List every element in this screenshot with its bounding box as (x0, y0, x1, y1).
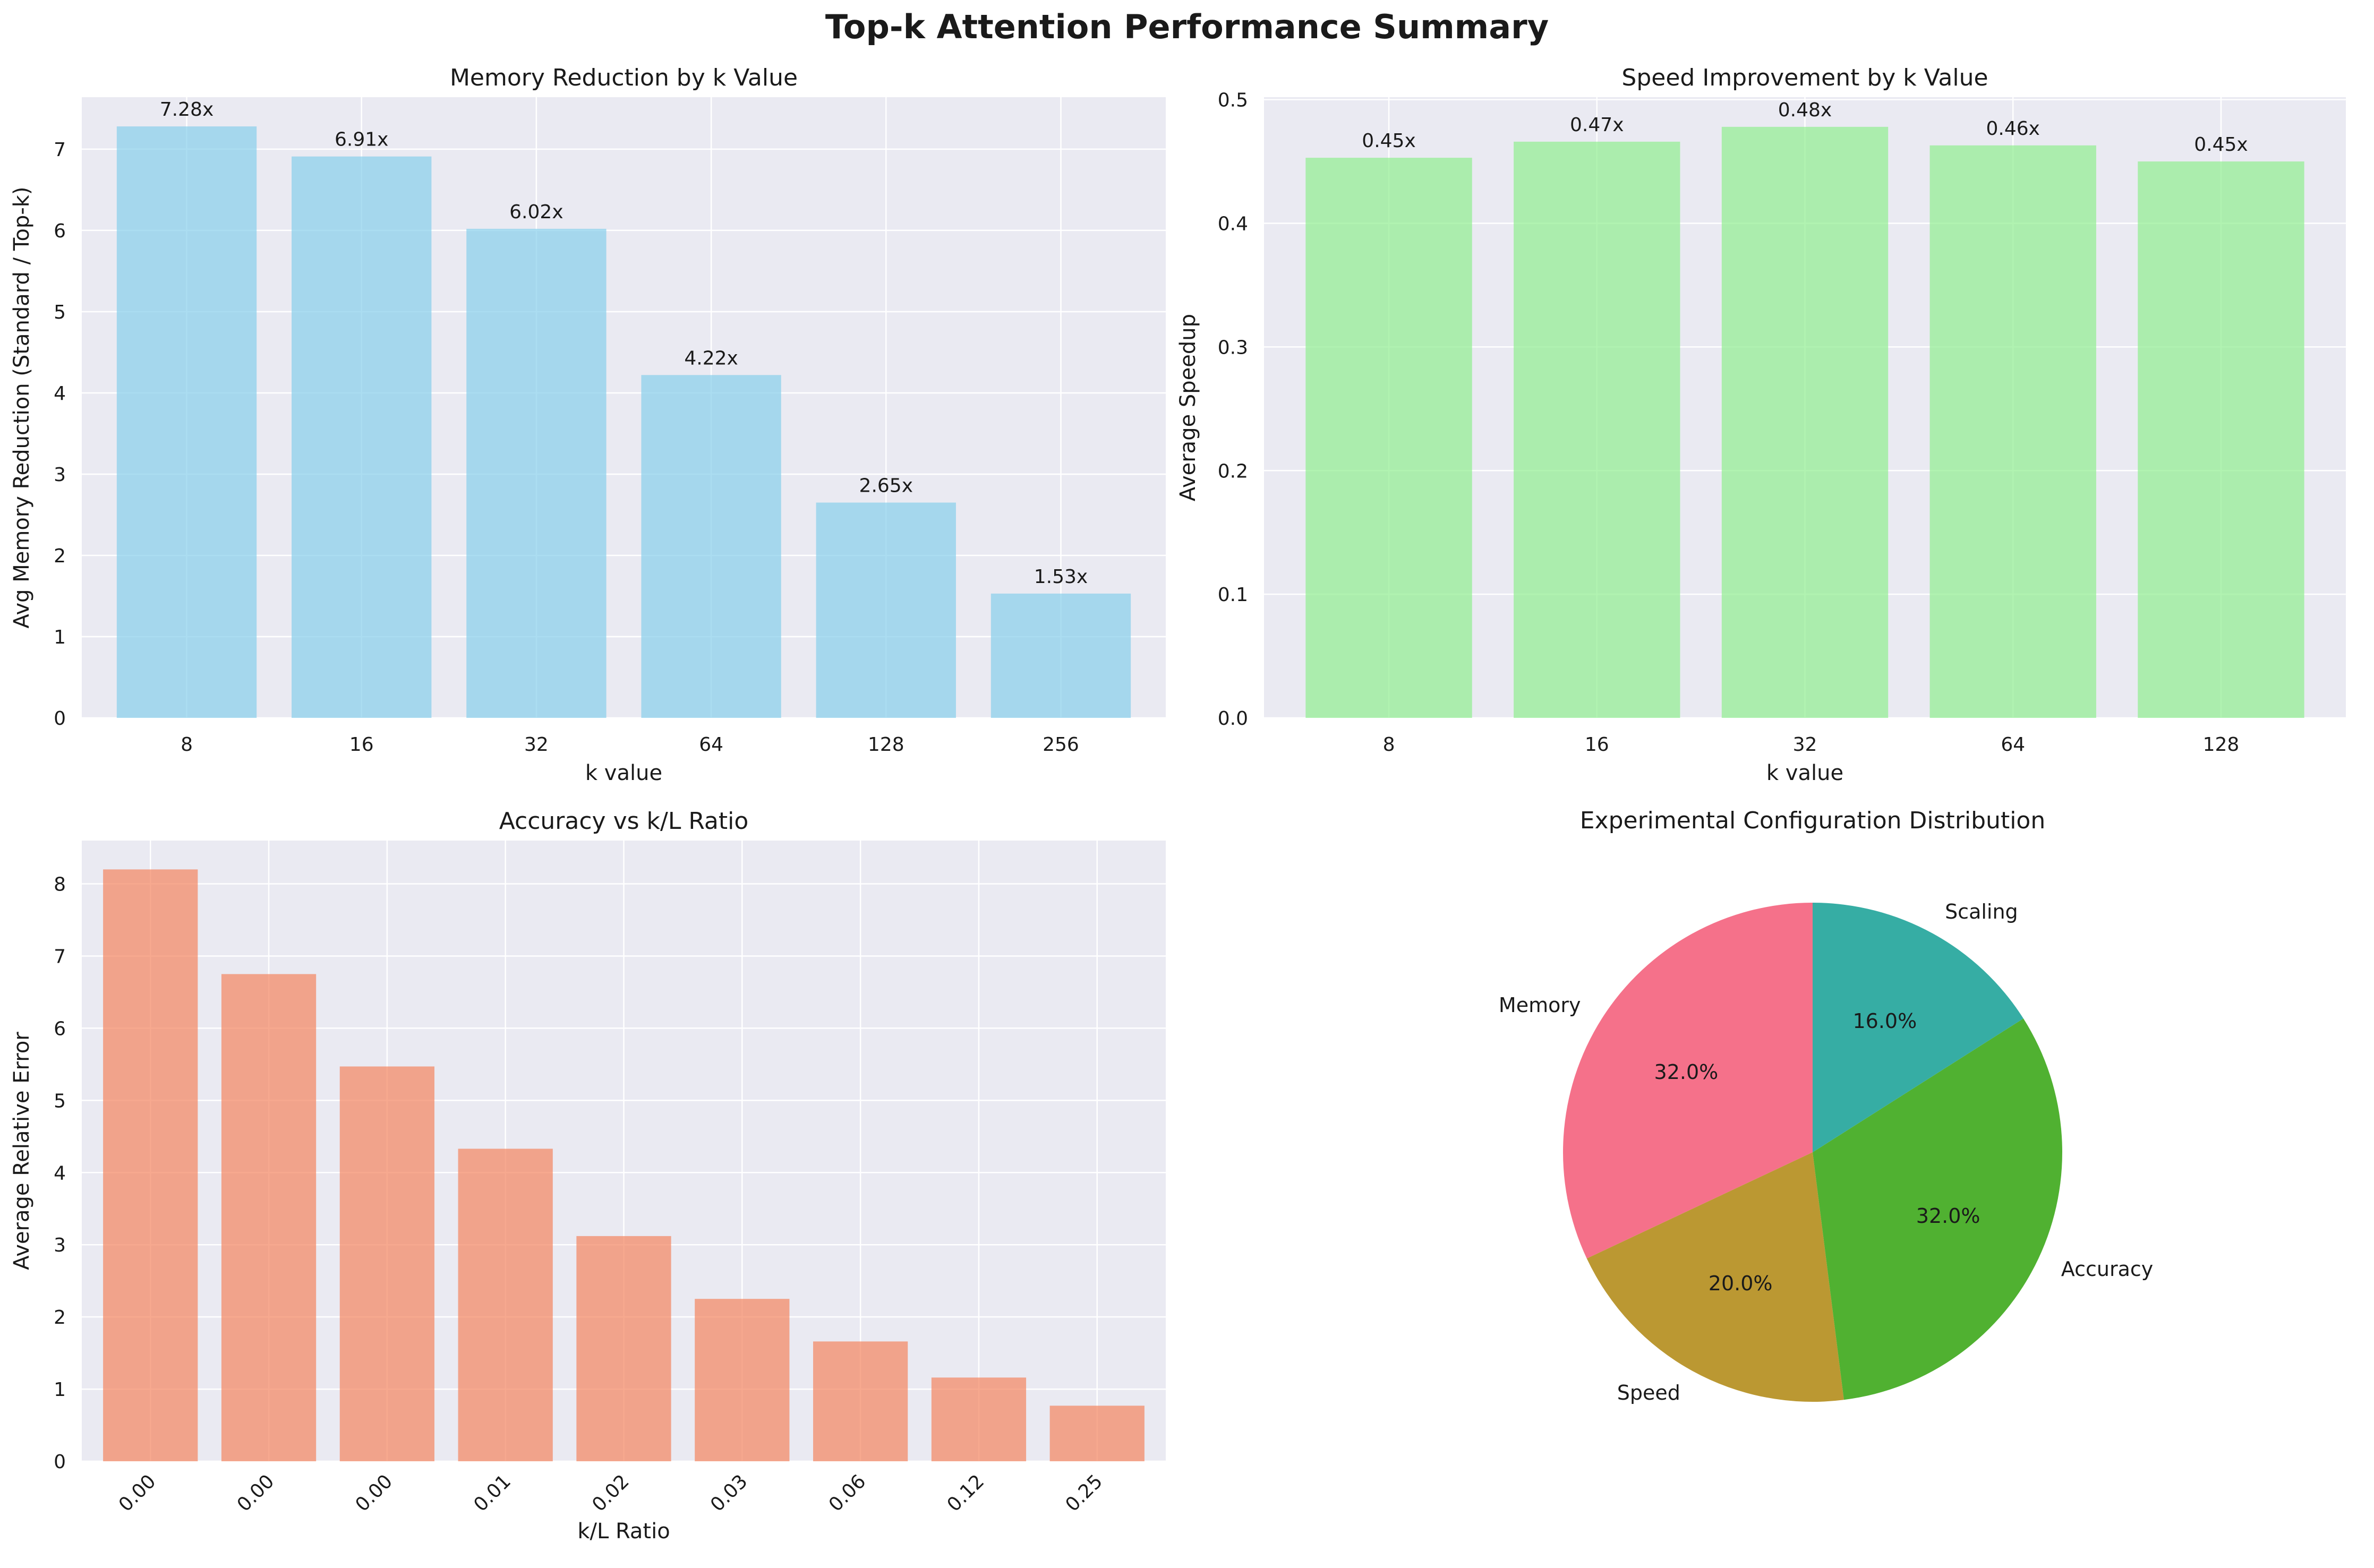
figure-suptitle: Top-k Attention Performance Summary (825, 7, 1549, 46)
speed-bar (2138, 161, 2304, 718)
accuracy-title: Accuracy vs k/L Ratio (499, 808, 749, 835)
accuracy-y-tick-label: 2 (54, 1307, 66, 1329)
speed-y-tick-label: 0.1 (1218, 584, 1248, 606)
pie-percent-label: 32.0% (1916, 1204, 1980, 1228)
memory-x-tick-label: 8 (181, 734, 193, 756)
accuracy-x-axis-label: k/L Ratio (577, 1519, 670, 1544)
speed-bar (1929, 145, 2096, 718)
accuracy-y-tick-label: 4 (54, 1162, 66, 1184)
accuracy-bar (576, 1236, 671, 1461)
accuracy-bar (695, 1299, 790, 1461)
accuracy-y-tick-label: 3 (54, 1235, 66, 1256)
memory-x-tick-label: 256 (1043, 734, 1079, 756)
memory-y-tick-label: 3 (54, 464, 66, 486)
pie-label: Scaling (1945, 900, 2018, 923)
pie-slice-accuracy (1813, 1018, 2063, 1400)
accuracy-y-tick-label: 8 (54, 874, 66, 896)
memory-y-tick-label: 4 (54, 383, 66, 405)
memory-x-axis-label: k value (585, 761, 662, 785)
configuration-pie-chart: Experimental Configuration Distribution M… (1499, 807, 2153, 1404)
speed-x-axis-label: k value (1766, 761, 1843, 785)
accuracy-bar (103, 869, 198, 1461)
accuracy-y-tick-label: 5 (54, 1090, 66, 1112)
speed-title: Speed Improvement by k Value (1621, 64, 1988, 91)
memory-y-tick-label: 1 (54, 627, 66, 648)
pie-percent-label: 16.0% (1852, 1009, 1917, 1033)
speed-x-tick-label: 16 (1585, 734, 1609, 756)
memory-y-tick-label: 0 (54, 708, 66, 730)
memory-plot-area (82, 97, 1166, 718)
speed-x-tick-label: 64 (2001, 734, 2025, 756)
accuracy-y-tick-label: 1 (54, 1379, 66, 1401)
memory-x-tick-label: 64 (699, 734, 723, 756)
pie-slice-memory (1562, 903, 1813, 1259)
memory-x-tick-label: 128 (868, 734, 904, 756)
memory-bar (292, 156, 432, 718)
speed-x-tick-label: 32 (1793, 734, 1817, 756)
speed-x-tick-label: 128 (2203, 734, 2240, 756)
pie-label: Speed (1617, 1381, 1680, 1404)
memory-reduction-chart: 7.28x 6.91x 6.02x 4.22x 2.65x 1.53x 0 1 2 3 4 5 6 7 8 1… (10, 64, 1166, 785)
memory-x-tick-label: 32 (524, 734, 549, 756)
memory-y-tick-label: 5 (54, 302, 66, 323)
memory-bar (641, 375, 781, 718)
accuracy-bar (1049, 1406, 1145, 1461)
memory-y-tick-label: 2 (54, 545, 66, 567)
speed-data-label: 0.45x (1362, 130, 1415, 152)
speed-data-label: 0.46x (1986, 118, 2039, 140)
speed-bar (1305, 158, 1472, 718)
accuracy-bar (339, 1066, 434, 1461)
memory-y-tick-label: 6 (54, 220, 66, 242)
accuracy-bar (221, 974, 317, 1461)
accuracy-y-axis-label: Average Relative Error (10, 1032, 34, 1270)
pie-slice-scaling (1813, 903, 2023, 1152)
memory-title: Memory Reduction by k Value (450, 64, 798, 91)
speed-y-tick-label: 0.2 (1218, 460, 1248, 482)
config-title: Experimental Configuration Distribution (1580, 807, 2045, 834)
memory-data-label: 6.91x (335, 129, 388, 151)
speed-data-label: 0.47x (1570, 114, 1624, 136)
memory-data-label: 2.65x (859, 475, 913, 497)
speed-bar (1721, 126, 1889, 718)
accuracy-y-tick-label: 7 (54, 946, 66, 967)
speed-y-tick-label: 0.0 (1218, 708, 1248, 730)
memory-data-label: 6.02x (509, 201, 563, 223)
accuracy-bar (931, 1377, 1027, 1461)
speed-y-tick-label: 0.5 (1218, 90, 1248, 112)
memory-bar (816, 502, 956, 718)
accuracy-y-tick-label: 0 (54, 1451, 66, 1473)
pie-percent-label: 32.0% (1654, 1060, 1719, 1084)
pie-label: Accuracy (2061, 1257, 2154, 1281)
memory-y-tick-label: 7 (54, 139, 66, 161)
speed-y-tick-label: 0.4 (1218, 213, 1248, 235)
memory-bar (116, 126, 257, 718)
memory-data-label: 1.53x (1034, 566, 1088, 588)
memory-bar (990, 593, 1131, 718)
memory-bar (466, 228, 607, 718)
speed-x-tick-label: 8 (1383, 734, 1395, 756)
speed-improvement-chart: 0.45x 0.47x 0.48x 0.46x 0.45x 0.0 0.1 0.2 0.3 0.4… (1176, 64, 2346, 785)
speed-data-label: 0.45x (2194, 134, 2248, 156)
memory-y-axis-label: Avg Memory Reduction (Standard / Top-k) (10, 186, 34, 628)
accuracy-y-tick-label: 6 (54, 1018, 66, 1040)
speed-bar (1514, 141, 1680, 718)
memory-data-label: 4.22x (684, 347, 738, 369)
pie-slice-speed (1586, 1152, 1844, 1402)
accuracy-bar (458, 1149, 553, 1461)
memory-data-label: 7.28x (160, 99, 214, 121)
speed-y-tick-label: 0.3 (1218, 337, 1248, 358)
pie-label: Memory (1499, 993, 1581, 1017)
accuracy-bar (813, 1341, 908, 1461)
speed-y-axis-label: Average Speedup (1176, 314, 1200, 501)
pie-percent-label: 20.0% (1709, 1272, 1773, 1295)
speed-data-label: 0.48x (1778, 99, 1832, 121)
memory-x-tick-label: 16 (349, 734, 374, 756)
